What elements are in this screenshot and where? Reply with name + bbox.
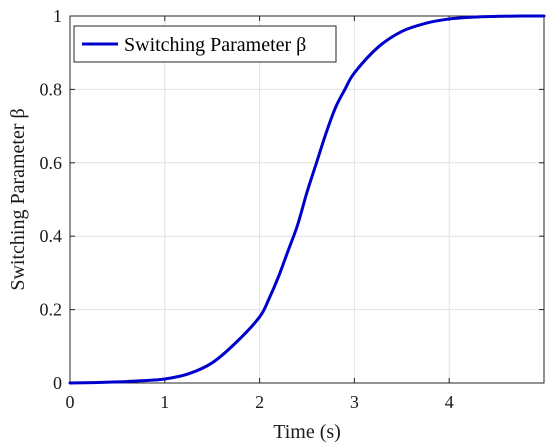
y-tick-label: 0.8: [40, 79, 63, 99]
x-axis-label: Time (s): [273, 421, 341, 443]
series-layer: [68, 14, 546, 385]
y-tick-label: 0.6: [40, 153, 63, 173]
x-tick-label: 4: [445, 392, 454, 412]
y-tick-label: 0.4: [40, 226, 63, 246]
x-tick-label: 1: [160, 392, 169, 412]
y-tick-label: 1: [53, 6, 62, 26]
x-tick-label: 2: [255, 392, 264, 412]
y-axis-label: Switching Parameter β: [7, 108, 29, 290]
legend: Switching Parameter β: [73, 25, 337, 63]
plot-frame: [69, 15, 545, 384]
y-tick-label: 0.2: [40, 300, 63, 320]
grid: [70, 16, 544, 383]
axes: [69, 15, 545, 384]
x-tick-label: 3: [350, 392, 359, 412]
y-tick-label: 0: [53, 373, 62, 393]
tick-labels: 0 1 2 3 4 0 0.2 0.4 0.6 0.8 1: [40, 6, 454, 412]
series-line-switching-parameter: [68, 14, 546, 385]
legend-label: Switching Parameter β: [124, 34, 306, 56]
x-tick-label: 0: [66, 392, 75, 412]
